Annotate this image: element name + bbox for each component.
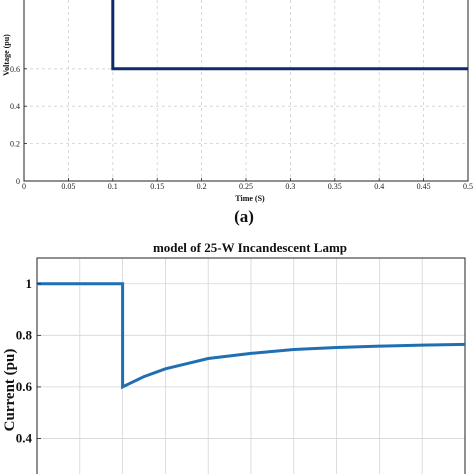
voltage-y-axis-label: Voltage (pu) (2, 34, 11, 76)
voltage-y-tick-label: 0 (16, 177, 20, 186)
current-y-tick-label: 0.8 (16, 327, 33, 342)
voltage-series-line (111, 0, 468, 71)
voltage-x-tick-label: 0.1 (108, 182, 118, 191)
current-y-tick-label: 0.4 (16, 430, 33, 445)
current-chart-title: model of 25-W Incandescent Lamp (153, 240, 347, 255)
current-y-tick-label: 1 (26, 276, 33, 291)
voltage-grid (23, 0, 469, 182)
voltage-chart-caption: (a) (234, 207, 254, 226)
voltage-x-tick-label: 0.25 (239, 182, 253, 191)
voltage-chart: 0 0.05 0.1 0.15 0.2 0.25 0.3 0.35 0.4 0.45 0.5 0 0.… (2, 0, 473, 226)
current-y-tick-label: 0.6 (16, 379, 33, 394)
current-chart: model of 25-W Incandescent Lamp 0.40.60.… (2, 240, 466, 474)
voltage-y-tick-label: 0.6 (10, 65, 20, 74)
current-y-ticks: 0.4 0.6 0.8 1 (16, 276, 41, 445)
current-series-line (37, 282, 466, 390)
current-y-axis-label: Current (pu) (2, 349, 18, 432)
voltage-x-tick-label: 0.5 (463, 182, 473, 191)
current-grid (37, 258, 465, 474)
voltage-x-ticks: 0 0.05 0.1 0.15 0.2 0.25 0.3 0.35 0.4 0.45 0.5 (22, 178, 473, 191)
voltage-x-tick-label: 0.2 (197, 182, 207, 191)
voltage-x-axis-label: Time (S) (235, 194, 265, 203)
voltage-y-tick-label: 0.4 (10, 102, 20, 111)
voltage-x-tick-label: 0.45 (417, 182, 431, 191)
voltage-x-tick-label: 0.15 (150, 182, 164, 191)
voltage-x-tick-label: 0.4 (374, 182, 384, 191)
voltage-x-tick-label: 0 (22, 182, 26, 191)
current-plot-frame (36, 257, 466, 474)
voltage-y-tick-label: 0.2 (10, 140, 20, 149)
voltage-y-ticks: 0 0.2 0.4 0.6 (10, 65, 27, 186)
voltage-x-tick-label: 0.3 (285, 182, 295, 191)
voltage-x-tick-label: 0.05 (61, 182, 75, 191)
voltage-x-tick-label: 0.35 (328, 182, 342, 191)
